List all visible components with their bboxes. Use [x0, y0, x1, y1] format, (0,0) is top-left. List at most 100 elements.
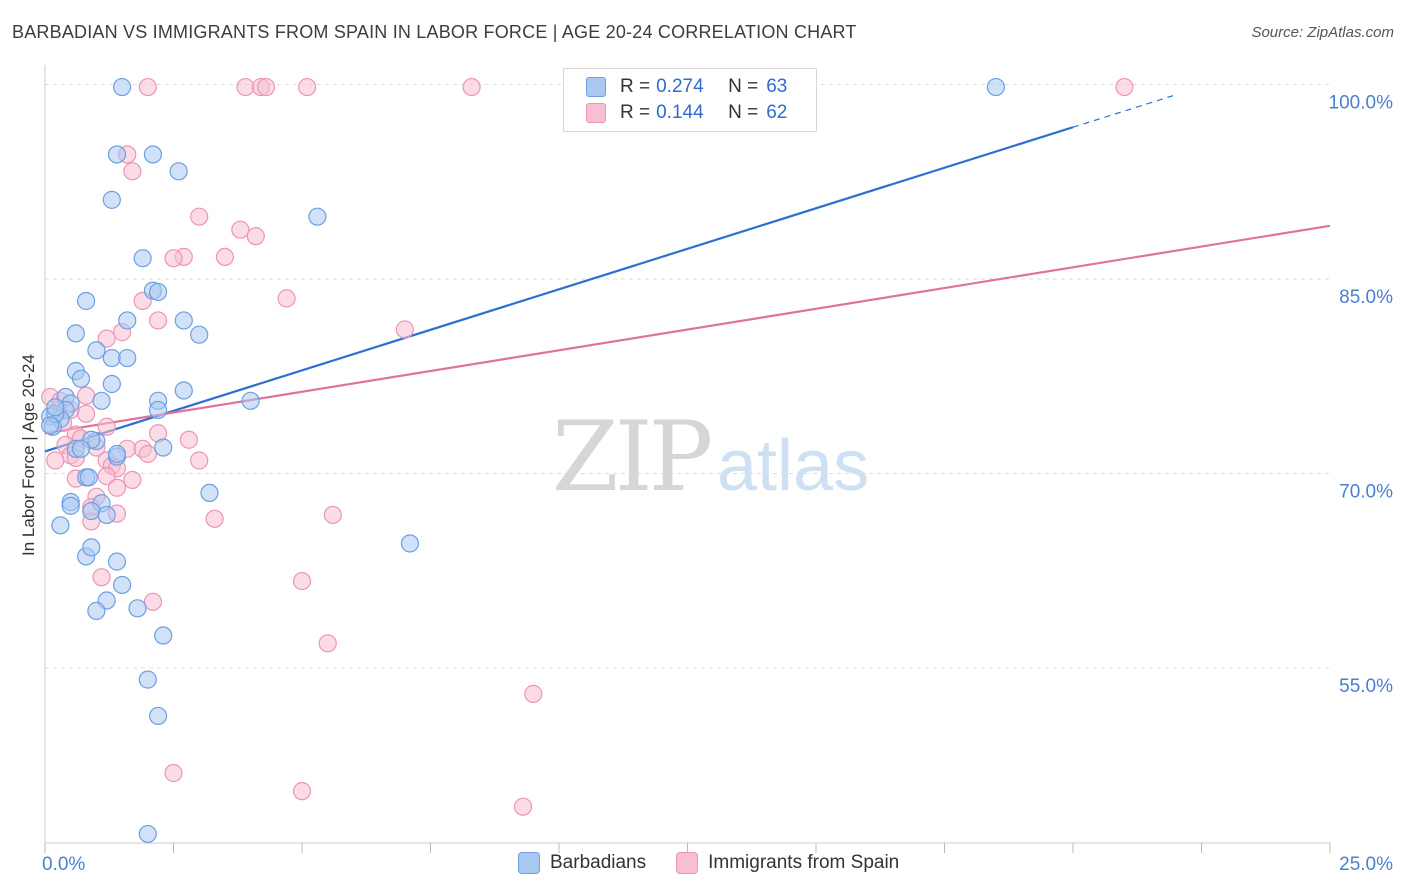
point-barbadians [400, 534, 420, 553]
point-barbadians [308, 207, 327, 226]
point-barbadians [46, 398, 65, 417]
legend-row-barbadians: R = 0.274 N = 63 [586, 75, 787, 99]
point-barbadians [169, 162, 188, 181]
point-spain [77, 386, 96, 405]
point-barbadians [986, 77, 1006, 97]
source-label: Source: ZipAtlas.com [1251, 24, 1394, 41]
watermark-zip: ZIP [552, 401, 711, 513]
point-spain [277, 289, 296, 308]
point-barbadians [107, 444, 127, 464]
point-spain [164, 249, 183, 268]
point-spain [231, 220, 250, 239]
point-barbadians [51, 516, 70, 535]
point-spain [318, 634, 337, 653]
point-barbadians [77, 291, 96, 311]
point-barbadians [92, 391, 111, 410]
point-barbadians [102, 374, 121, 394]
point-barbadians [128, 599, 147, 618]
point-barbadians [154, 626, 173, 645]
x-tick-label: 0.0% [42, 854, 85, 875]
chart-title: BARBADIAN VS IMMIGRANTS FROM SPAIN IN LA… [12, 22, 857, 42]
point-spain [138, 77, 157, 97]
point-spain [148, 311, 168, 330]
axes [44, 65, 1331, 853]
point-barbadians [174, 311, 193, 330]
point-barbadians [148, 282, 168, 302]
point-spain [190, 451, 209, 470]
point-barbadians [107, 145, 127, 164]
y-tick-label: 100.0% [1329, 92, 1394, 113]
trend-line-barbadians-extension [1072, 94, 1176, 128]
point-barbadians [143, 145, 163, 164]
watermark: ZIP atlas [552, 401, 869, 513]
point-spain [205, 509, 224, 528]
point-spain [92, 568, 111, 587]
point-spain [256, 77, 276, 97]
point-barbadians [241, 391, 260, 410]
point-barbadians [61, 496, 80, 515]
point-spain [292, 571, 312, 591]
legend-item-spain[interactable]: Immigrants from Spain [676, 852, 899, 874]
point-barbadians [82, 538, 101, 557]
point-spain [143, 592, 163, 611]
point-barbadians [71, 439, 91, 458]
point-barbadians [66, 324, 85, 343]
legend-swatch-blue [518, 852, 540, 874]
legend-n-value: 63 [766, 76, 788, 97]
point-spain [97, 466, 116, 486]
point-barbadians [107, 552, 127, 571]
point-spain [462, 77, 481, 97]
legend-label-spain: Immigrants from Spain [708, 852, 900, 873]
trend-lines [44, 94, 1331, 453]
point-spain [1115, 77, 1134, 97]
point-spain [215, 247, 234, 267]
point-barbadians [82, 501, 101, 521]
point-spain [246, 227, 265, 246]
legend-label-barbadians: Barbadians [550, 852, 647, 873]
legend-r-value: 0.274 [656, 76, 704, 97]
watermark-atlas: atlas [717, 426, 869, 506]
point-barbadians [154, 438, 173, 457]
point-barbadians [138, 670, 157, 689]
y-tick-label: 55.0% [1339, 676, 1393, 697]
legend-n-label: N = [728, 102, 759, 123]
legend-swatch-pink [586, 103, 606, 123]
legend-swatch-blue [586, 77, 606, 97]
point-barbadians [41, 416, 60, 435]
point-barbadians [174, 381, 193, 400]
series-legend: Barbadians Immigrants from Spain [518, 852, 929, 874]
point-spain [46, 451, 65, 470]
point-spain [524, 684, 543, 703]
point-barbadians [118, 348, 137, 368]
point-spain [107, 478, 127, 497]
y-tick-label: 70.0% [1339, 481, 1393, 502]
trend-line-barbadians [44, 126, 1074, 453]
point-barbadians [87, 341, 106, 360]
point-spain [97, 329, 116, 348]
x-tick-label: 25.0% [1339, 854, 1393, 875]
legend-item-barbadians[interactable]: Barbadians [518, 852, 646, 874]
point-spain [179, 430, 199, 449]
point-barbadians [133, 249, 152, 268]
point-barbadians [102, 190, 121, 209]
point-barbadians [102, 348, 121, 368]
point-spain [236, 77, 255, 97]
point-spain [97, 417, 116, 436]
point-barbadians [148, 706, 168, 726]
legend-n-label: N = [728, 76, 759, 97]
data-points [41, 77, 1134, 844]
point-barbadians [118, 311, 137, 330]
legend-r-label: R = [620, 76, 651, 97]
point-barbadians [190, 325, 209, 344]
y-tick-label: 85.0% [1339, 287, 1393, 308]
point-barbadians [148, 400, 168, 420]
point-barbadians [138, 824, 157, 844]
stats-legend: R = 0.274 N = 63 R = 0.144 N = 62 [563, 68, 817, 132]
point-spain [77, 404, 96, 423]
point-barbadians [112, 77, 132, 97]
point-spain [513, 797, 533, 816]
point-spain [323, 505, 342, 525]
point-barbadians [112, 575, 132, 595]
legend-n-value: 62 [766, 102, 788, 123]
